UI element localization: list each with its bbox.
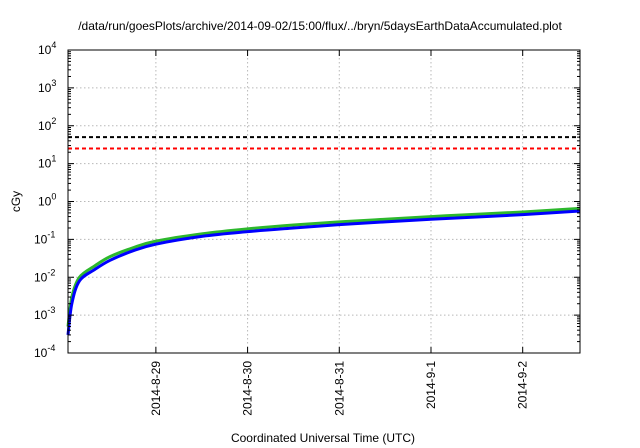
y-tick-label: 101 <box>38 154 56 171</box>
y-tick-label: 10-4 <box>34 343 55 360</box>
y-tick-labels: 10-4 10-3 10-2 10-1 100 101 102 103 104 <box>34 40 56 360</box>
axis-ticks <box>68 49 580 354</box>
y-tick-label: 104 <box>38 40 56 57</box>
x-tick-label: 2014-8-30 <box>241 361 255 416</box>
y-axis-label: cGy <box>9 191 23 212</box>
x-tick-label: 2014-8-29 <box>149 361 163 416</box>
series-line-2 <box>66 209 581 336</box>
x-tick-label: 2014-9-2 <box>516 361 530 409</box>
y-tick-label: 100 <box>38 192 56 209</box>
x-axis-label: Coordinated Universal Time (UTC) <box>231 431 415 445</box>
threshold-lines <box>68 136 580 150</box>
grid <box>68 50 580 353</box>
series-line-1 <box>66 206 581 327</box>
y-tick-label: 10-1 <box>34 229 55 246</box>
y-tick-label: 103 <box>38 78 56 95</box>
x-tick-label: 2014-9-1 <box>424 361 438 409</box>
y-tick-label: 10-2 <box>34 267 55 284</box>
y-tick-label: 102 <box>38 116 56 133</box>
chart-title: /data/run/goesPlots/archive/2014-09-02/1… <box>78 19 562 33</box>
y-tick-label: 10-3 <box>34 305 55 322</box>
x-tick-label: 2014-8-31 <box>332 361 346 416</box>
series-group <box>66 206 581 336</box>
x-tick-labels: 2014-8-29 2014-8-30 2014-8-31 2014-9-1 2014-… <box>149 361 530 416</box>
